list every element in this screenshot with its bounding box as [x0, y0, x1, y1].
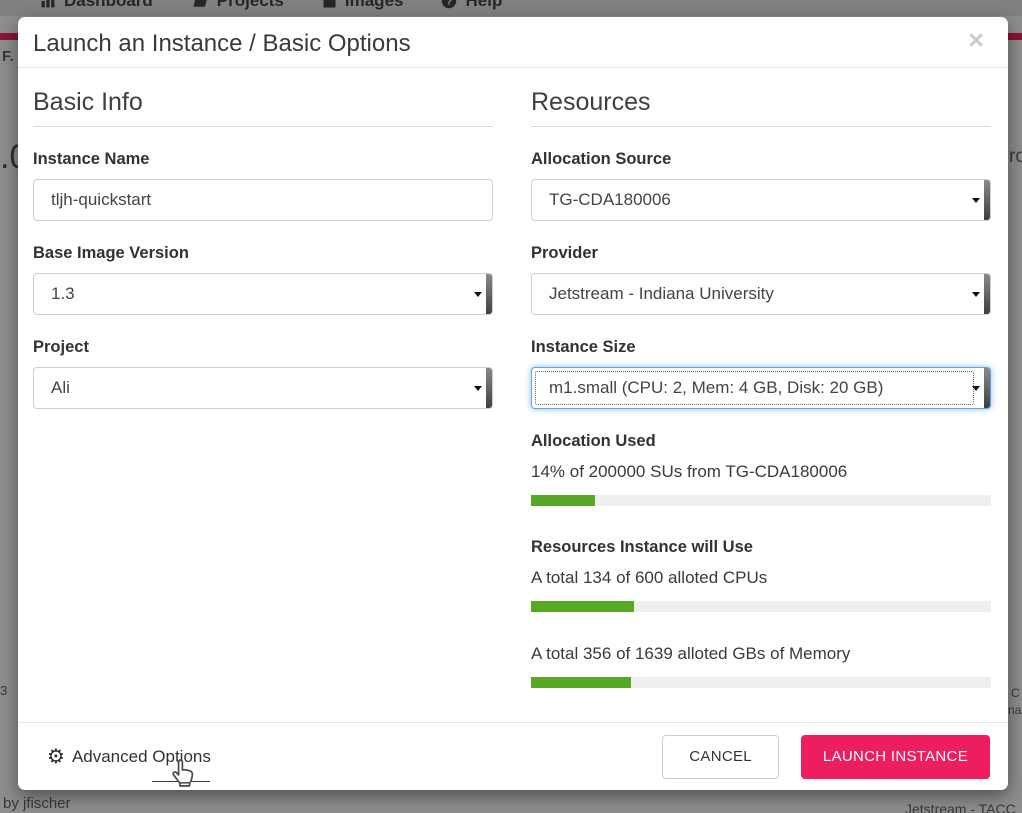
instance-name-label: Instance Name [33, 150, 150, 168]
advanced-options-label: Advanced Options [71, 746, 211, 766]
help-circle-icon: ? [441, 0, 457, 9]
allocation-source-label: Allocation Source [531, 150, 672, 168]
svg-text:?: ? [447, 0, 453, 8]
hand-cursor-icon [169, 757, 199, 794]
allocation-source-select[interactable]: TG-CDA180006 [531, 179, 991, 221]
resources-heading: Resources [531, 88, 991, 127]
modal-footer: ⚙ Advanced Options CANCEL LAUNCH INSTANC… [18, 722, 1008, 790]
folder-icon [191, 0, 209, 9]
provider-value: Jetstream - Indiana University [549, 284, 774, 303]
cpu-usage-progressbar [531, 601, 991, 612]
chevron-down-icon [474, 386, 482, 391]
advanced-options-link[interactable]: ⚙ Advanced Options [47, 747, 211, 767]
chevron-down-icon [972, 386, 980, 391]
allocation-source-value: TG-CDA180006 [549, 190, 671, 209]
background-text-fragment: na [1008, 703, 1022, 717]
instance-usage-label: Resources Instance will Use [531, 538, 753, 556]
resources-column: Resources Allocation Source TG-CDA180006… [531, 88, 991, 688]
select-arrow-strip [486, 274, 492, 314]
close-icon[interactable]: × [968, 25, 984, 55]
instance-name-field-wrap [33, 179, 493, 221]
select-arrow-strip [486, 368, 492, 408]
memory-usage-progress-fill [531, 677, 631, 688]
memory-usage-text: A total 356 of 1639 alloted GBs of Memor… [531, 644, 851, 663]
basic-info-column: Basic Info Instance Name Base Image Vers… [33, 88, 493, 409]
launch-instance-button[interactable]: LAUNCH INSTANCE [800, 734, 990, 779]
background-text-byline: by jfischer [3, 795, 71, 812]
memory-usage-progressbar [531, 677, 991, 688]
chevron-down-icon [972, 198, 980, 203]
background-text-fragment: ro [1009, 146, 1022, 167]
allocation-used-text: 14% of 200000 SUs from TG-CDA180006 [531, 462, 848, 481]
select-arrow-strip [984, 274, 990, 314]
nav-item-dashboard[interactable]: Dashboard [40, 0, 153, 11]
select-arrow-strip [984, 368, 990, 408]
allocation-used-label: Allocation Used [531, 432, 656, 450]
instance-size-label: Instance Size [531, 338, 636, 356]
cpu-usage-text: A total 134 of 600 alloted CPUs [531, 568, 768, 587]
allocation-used-progressbar [531, 495, 991, 506]
select-arrow-strip [984, 180, 990, 220]
base-image-version-select[interactable]: 1.3 [33, 273, 493, 315]
modal-title: Launch an Instance / Basic Options [33, 30, 411, 57]
nav-item-help[interactable]: ? Help [441, 0, 502, 11]
gear-icon: ⚙ [47, 745, 65, 768]
chevron-down-icon [474, 292, 482, 297]
nav-item-label: Projects [216, 0, 284, 10]
instance-size-value: m1.small (CPU: 2, Mem: 4 GB, Disk: 20 GB… [549, 378, 884, 397]
chevron-down-icon [972, 292, 980, 297]
base-image-version-value: 1.3 [51, 284, 75, 303]
project-value: Ali [51, 378, 70, 397]
project-select[interactable]: Ali [33, 367, 493, 409]
basic-info-heading: Basic Info [33, 88, 493, 127]
project-label: Project [33, 338, 89, 356]
provider-select[interactable]: Jetstream - Indiana University [531, 273, 991, 315]
nav-item-label: Help [465, 0, 503, 10]
background-text-fragment: 3 [0, 683, 8, 698]
bar-chart-icon [40, 0, 56, 9]
nav-item-projects[interactable]: Projects [191, 0, 284, 11]
nav-item-images[interactable]: Images [322, 0, 404, 11]
background-text-fragment: F. [2, 48, 14, 65]
background-navbar: Dashboard Projects Images ? Help [0, 0, 1022, 16]
cpu-usage-progress-fill [531, 601, 634, 612]
instance-name-input[interactable] [34, 180, 492, 220]
base-image-version-label: Base Image Version [33, 244, 189, 262]
provider-label: Provider [531, 244, 598, 262]
instance-size-select[interactable]: m1.small (CPU: 2, Mem: 4 GB, Disk: 20 GB… [531, 367, 991, 409]
background-text-fragment: C [1011, 686, 1020, 700]
background-text-provider: Jetstream - TACC [905, 801, 1016, 813]
launch-instance-modal: Launch an Instance / Basic Options × Bas… [18, 17, 1008, 790]
save-icon [322, 0, 337, 9]
allocation-used-progress-fill [531, 495, 596, 506]
nav-item-label: Images [344, 0, 404, 10]
modal-header: Launch an Instance / Basic Options × [18, 17, 1008, 68]
nav-item-label: Dashboard [64, 0, 153, 10]
cancel-button[interactable]: CANCEL [662, 734, 779, 779]
